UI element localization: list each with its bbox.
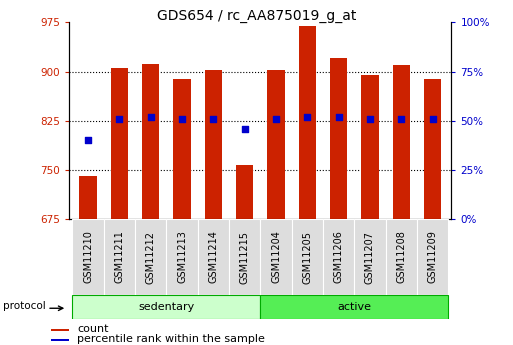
Bar (330, 58, 347, 219)
Text: GSM11208: GSM11208 (397, 230, 406, 284)
Bar (424, 79, 441, 219)
Point (147, 114, 155, 120)
Point (397, 116, 405, 121)
Bar (354, 219, 386, 295)
Text: GSM11215: GSM11215 (240, 230, 250, 284)
Point (241, 126, 249, 131)
Bar (386, 219, 417, 295)
Bar (173, 79, 191, 219)
Text: GSM11206: GSM11206 (333, 230, 344, 284)
Point (334, 114, 343, 120)
Bar (198, 219, 229, 295)
Bar (205, 70, 222, 219)
Text: GSM11204: GSM11204 (271, 230, 281, 284)
Bar (72, 219, 104, 295)
Point (115, 116, 124, 121)
Bar (142, 64, 160, 219)
Bar (135, 219, 166, 295)
Bar (261, 219, 292, 295)
Text: sedentary: sedentary (138, 302, 194, 312)
Bar (51, 339, 69, 341)
Point (84, 138, 92, 143)
Text: GSM11205: GSM11205 (302, 230, 312, 284)
Bar (292, 219, 323, 295)
Bar (72, 295, 261, 319)
Text: GSM11207: GSM11207 (365, 230, 375, 284)
Text: protocol: protocol (4, 301, 46, 311)
Text: GSM11212: GSM11212 (146, 230, 156, 284)
Point (178, 116, 186, 121)
Bar (111, 68, 128, 219)
Bar (236, 165, 253, 219)
Text: GDS654 / rc_AA875019_g_at: GDS654 / rc_AA875019_g_at (157, 9, 356, 23)
Text: GSM11211: GSM11211 (114, 230, 124, 284)
Point (428, 116, 437, 121)
Point (209, 116, 218, 121)
Bar (323, 219, 354, 295)
Bar (229, 219, 261, 295)
Bar (361, 75, 379, 219)
Text: percentile rank within the sample: percentile rank within the sample (77, 334, 265, 344)
Bar (166, 219, 198, 295)
Point (303, 114, 311, 120)
Bar (393, 65, 410, 219)
Bar (104, 219, 135, 295)
Bar (299, 26, 316, 219)
Point (272, 116, 280, 121)
Bar (261, 295, 448, 319)
Bar (417, 219, 448, 295)
Text: GSM11213: GSM11213 (177, 230, 187, 284)
Bar (51, 328, 69, 331)
Point (366, 116, 374, 121)
Text: GSM11209: GSM11209 (428, 230, 438, 284)
Text: GSM11214: GSM11214 (208, 230, 219, 284)
Text: active: active (338, 302, 371, 312)
Text: count: count (77, 324, 108, 334)
Bar (80, 176, 96, 219)
Text: GSM11210: GSM11210 (83, 230, 93, 284)
Bar (267, 70, 285, 219)
